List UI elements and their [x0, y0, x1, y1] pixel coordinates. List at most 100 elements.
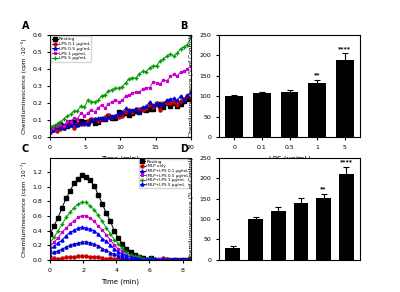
fMLP+LPS 0.1 μg/mL	[88, 241, 93, 244]
fMLP+LPS 1 μg/mL	[60, 223, 64, 226]
fMLP+LPS 1 μg/mL	[152, 258, 157, 261]
fMLP+LPS 1 μg/mL	[144, 257, 149, 260]
fMLP only	[160, 256, 165, 260]
LPS 5 μg/mL	[78, 105, 83, 108]
Resting	[84, 175, 89, 179]
LPS 0.1 μg/mL	[137, 107, 142, 111]
Legend: Resting, fMLP only, fMLP+LPS 0.1 μg/mL, fMLP+LPS 0.5 μg/mL, fMLP+LPS 1 μg/mL, fM: Resting, fMLP only, fMLP+LPS 0.1 μg/mL, …	[139, 159, 190, 188]
fMLP+LPS 1 μg/mL	[92, 208, 97, 212]
fMLP+LPS 1 μg/mL	[124, 251, 129, 254]
LPS 1 μg/mL	[134, 90, 138, 93]
LPS 5 μg/mL	[92, 100, 97, 104]
fMLP+LPS 1 μg/mL	[184, 258, 189, 261]
Resting	[116, 110, 121, 114]
LPS 1 μg/mL	[120, 99, 124, 102]
fMLP+LPS 0.5 μg/mL	[56, 236, 60, 240]
Resting	[100, 202, 105, 206]
fMLP only	[124, 257, 129, 261]
Text: **: **	[314, 72, 320, 78]
Resting	[124, 247, 129, 251]
fMLP only	[96, 255, 101, 259]
fMLP+LPS 1 μg/mL	[48, 241, 52, 245]
fMLP+LPS 5 μg/mL	[152, 257, 157, 261]
LPS 5 μg/mL	[116, 86, 121, 90]
fMLP only	[56, 257, 60, 260]
LPS 0.5 μg/mL	[140, 106, 145, 109]
LPS 0.1 μg/mL	[120, 114, 124, 118]
fMLP+LPS 0.5 μg/mL	[72, 219, 76, 223]
fMLP only	[132, 258, 137, 262]
fMLP only	[52, 256, 56, 260]
LPS 0.5 μg/mL	[92, 117, 97, 121]
LPS 0.5 μg/mL	[164, 98, 169, 101]
Bar	[271, 211, 286, 260]
fMLP+LPS 1 μg/mL	[104, 226, 109, 230]
fMLP+LPS 5 μg/mL	[184, 258, 189, 262]
Text: ****: ****	[338, 46, 351, 51]
Resting	[68, 120, 73, 124]
fMLP+LPS 0.5 μg/mL	[104, 233, 109, 237]
LPS 5 μg/mL	[99, 94, 104, 98]
LPS 5 μg/mL	[140, 70, 145, 73]
LPS 5 μg/mL	[65, 114, 70, 118]
fMLP+LPS 0.5 μg/mL	[100, 228, 105, 232]
fMLP+LPS 0.5 μg/mL	[188, 258, 193, 262]
fMLP+LPS 0.1 μg/mL	[72, 242, 76, 246]
fMLP+LPS 5 μg/mL	[72, 229, 76, 232]
LPS 1 μg/mL	[147, 86, 152, 90]
LPS 5 μg/mL	[61, 117, 66, 121]
LPS 1 μg/mL	[82, 114, 87, 117]
LPS 0.5 μg/mL	[123, 107, 128, 110]
Resting	[76, 177, 80, 181]
fMLP+LPS 0.5 μg/mL	[168, 258, 173, 262]
LPS 0.1 μg/mL	[127, 108, 132, 112]
fMLP+LPS 0.1 μg/mL	[116, 254, 121, 258]
fMLP+LPS 0.1 μg/mL	[80, 240, 85, 244]
Resting	[137, 111, 142, 114]
fMLP+LPS 0.1 μg/mL	[164, 258, 169, 261]
fMLP+LPS 5 μg/mL	[128, 256, 133, 259]
fMLP+LPS 1 μg/mL	[120, 247, 125, 250]
LPS 0.1 μg/mL	[158, 108, 162, 111]
Y-axis label: Chemiluminescence (% of Control): Chemiluminescence (% of Control)	[189, 35, 194, 138]
fMLP+LPS 0.1 μg/mL	[172, 258, 177, 262]
fMLP only	[188, 257, 193, 261]
Resting	[52, 224, 56, 227]
fMLP+LPS 5 μg/mL	[100, 237, 105, 240]
fMLP+LPS 5 μg/mL	[188, 258, 193, 261]
Resting	[180, 258, 185, 262]
fMLP+LPS 0.1 μg/mL	[48, 253, 52, 256]
Resting	[161, 105, 166, 109]
fMLP+LPS 0.5 μg/mL	[80, 214, 85, 218]
LPS 0.5 μg/mL	[182, 98, 186, 101]
LPS 0.1 μg/mL	[68, 123, 73, 127]
fMLP+LPS 5 μg/mL	[168, 258, 173, 262]
LPS 0.5 μg/mL	[78, 121, 83, 125]
fMLP+LPS 0.5 μg/mL	[156, 257, 161, 260]
fMLP+LPS 0.5 μg/mL	[160, 257, 165, 260]
LPS 0.5 μg/mL	[72, 121, 76, 125]
LPS 0.5 μg/mL	[175, 99, 180, 102]
Resting	[182, 99, 186, 102]
fMLP+LPS 0.5 μg/mL	[84, 214, 89, 218]
Resting	[110, 116, 114, 119]
fMLP+LPS 5 μg/mL	[164, 258, 169, 262]
fMLP+LPS 0.1 μg/mL	[184, 258, 189, 262]
Text: C: C	[22, 144, 29, 154]
Resting	[72, 121, 76, 124]
LPS 0.5 μg/mL	[68, 124, 73, 127]
Resting	[144, 258, 149, 262]
Resting	[123, 111, 128, 115]
LPS 0.5 μg/mL	[89, 118, 94, 121]
fMLP only	[180, 258, 185, 262]
Resting	[188, 98, 193, 101]
fMLP+LPS 5 μg/mL	[172, 258, 177, 261]
Line: fMLP+LPS 5 μg/mL: fMLP+LPS 5 μg/mL	[48, 226, 192, 261]
LPS 0.5 μg/mL	[171, 97, 176, 100]
LPS 1 μg/mL	[171, 73, 176, 76]
LPS 5 μg/mL	[161, 57, 166, 61]
fMLP+LPS 1 μg/mL	[52, 235, 56, 239]
fMLP only	[88, 255, 93, 258]
fMLP+LPS 0.5 μg/mL	[136, 256, 141, 260]
fMLP+LPS 1 μg/mL	[68, 211, 72, 214]
